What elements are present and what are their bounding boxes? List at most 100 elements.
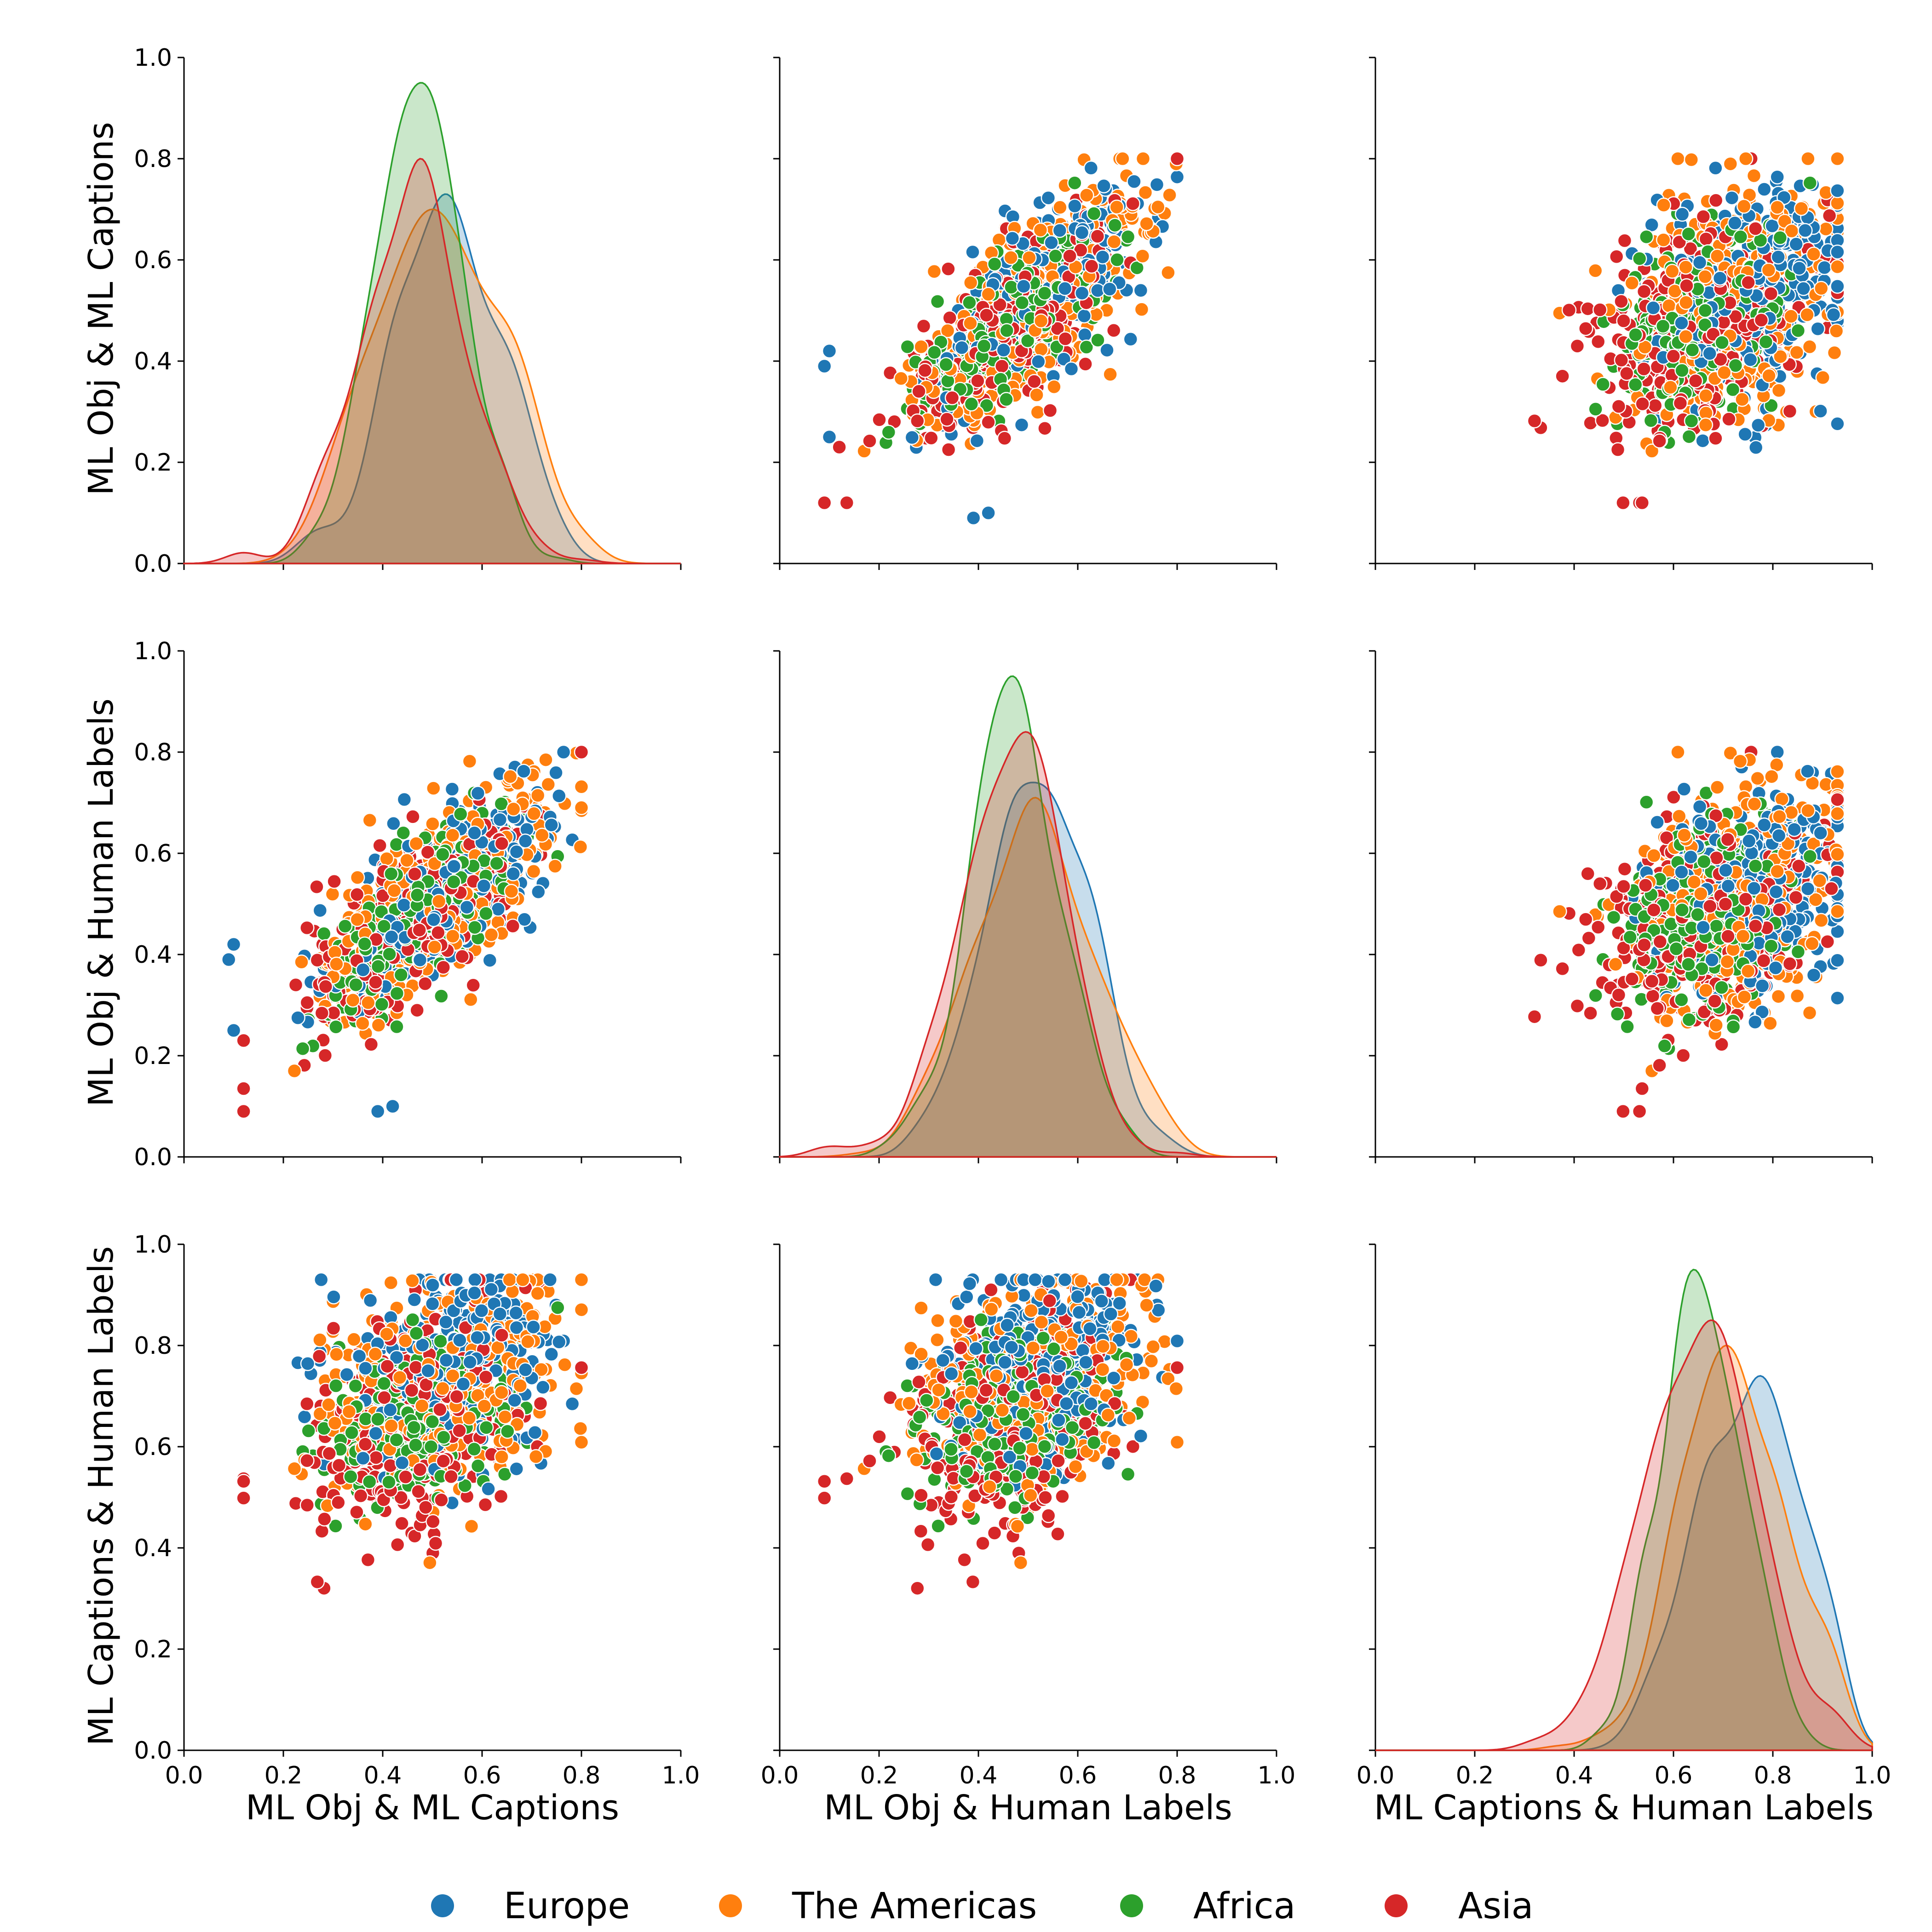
scatter-point-the-americas [1771, 383, 1787, 398]
scatter-point-the-americas [1587, 263, 1603, 278]
scatter-point-europe [1083, 161, 1099, 176]
scatter-point-africa [1685, 342, 1700, 357]
scatter-point-the-americas [399, 853, 414, 868]
scatter-point-asia [1782, 403, 1798, 419]
scatter-point-asia [917, 363, 933, 378]
scatter-point-europe [1074, 285, 1090, 301]
scatter-point-africa [927, 345, 942, 360]
scatter-point-europe [290, 1010, 305, 1025]
scatter-point-africa [1595, 377, 1610, 392]
scatter-point-the-americas [1161, 265, 1176, 280]
scatter-point-africa [1681, 429, 1697, 444]
scatter-point-asia [1614, 293, 1629, 309]
scatter-point-the-americas [1672, 809, 1687, 824]
scatter-point-asia [981, 414, 996, 430]
scatter-point-asia [1611, 987, 1627, 1003]
scatter-point-africa [1725, 1019, 1741, 1035]
scatter-point-the-americas [1135, 151, 1151, 167]
scatter-point-europe [516, 764, 531, 779]
scatter-point-the-americas [1033, 313, 1049, 328]
scatter-point-europe [1765, 218, 1780, 234]
scatter-point-europe [396, 897, 412, 913]
scatter-point-africa [1790, 323, 1806, 338]
scatter-point-africa [900, 339, 915, 355]
scatter-point-europe [1830, 279, 1845, 294]
scatter-point-africa [930, 294, 945, 309]
scatter-point-the-americas [1738, 151, 1754, 167]
y-tick-label: 0.8 [134, 739, 172, 766]
scatter-point-europe [1810, 321, 1825, 337]
scatter-point-africa [453, 806, 468, 822]
scatter-point-asia [454, 949, 470, 964]
scatter-point-the-americas [1109, 199, 1124, 215]
scatter-point-europe [965, 244, 980, 260]
scatter-point-asia [1698, 231, 1714, 247]
scatter-point-the-americas [963, 316, 978, 331]
scatter-point-europe [1792, 260, 1807, 276]
y-tick-label: 0.4 [134, 348, 172, 375]
scatter-point-asia [944, 390, 960, 406]
scatter-point-asia [1636, 284, 1652, 299]
scatter-point-the-americas [1003, 250, 1018, 265]
scatter-point-asia [941, 442, 956, 457]
scatter-point-asia [1062, 248, 1077, 264]
scatter-point-europe [482, 953, 498, 968]
scatter-point-africa [409, 887, 425, 903]
scatter-point-africa [1048, 248, 1063, 264]
scatter-point-asia [372, 838, 387, 853]
scatter-point-europe [1757, 182, 1772, 197]
scatter-point-europe [1099, 342, 1115, 358]
scatter-point-europe [1095, 249, 1110, 264]
scatter-point-europe [904, 430, 920, 445]
scatter-point-asia [236, 1033, 251, 1048]
scatter-point-asia [1652, 433, 1667, 448]
scatter-point-the-americas [463, 992, 478, 1007]
scatter-point-asia [1527, 1009, 1542, 1024]
scatter-point-the-americas [1079, 188, 1094, 203]
scatter-point-asia [317, 1048, 333, 1063]
scatter-point-the-americas [573, 839, 588, 855]
scatter-point-the-americas [1732, 753, 1748, 769]
scatter-point-the-americas [350, 870, 365, 885]
scatter-point-the-americas [361, 995, 376, 1011]
scatter-point-asia [236, 1104, 251, 1119]
scatter-point-europe [226, 937, 242, 952]
scatter-point-europe [1169, 169, 1185, 184]
scatter-point-africa [348, 977, 363, 993]
scatter-point-africa [1086, 206, 1102, 221]
scatter-point-asia [1590, 920, 1606, 935]
scatter-point-the-americas [1661, 298, 1677, 314]
scatter-point-africa [1802, 175, 1818, 190]
scatter-point-europe [470, 786, 486, 801]
scatter-point-the-americas [1052, 200, 1068, 215]
scatter-point-europe [1133, 283, 1149, 298]
scatter-point-the-americas [1770, 200, 1785, 215]
scatter-point-the-americas [294, 954, 309, 970]
scatter-point-africa [374, 997, 390, 1012]
scatter-point-the-americas [287, 1063, 302, 1079]
scatter-point-the-americas [445, 929, 460, 944]
scatter-point-asia [1578, 912, 1593, 927]
scatter-point-asia [1590, 334, 1606, 349]
scatter-point-asia [979, 307, 994, 323]
pairplot-panels: 0.00.20.40.60.81.00.00.20.40.60.81.00.00… [134, 44, 1891, 1789]
scatter-point-the-americas [530, 788, 546, 803]
scatter-point-the-americas [1034, 342, 1049, 357]
scatter-point-europe [1737, 426, 1753, 442]
scatter-point-the-americas [1827, 345, 1842, 361]
scatter-point-europe [531, 884, 546, 900]
scatter-point-asia [1592, 876, 1608, 891]
scatter-point-europe [1102, 282, 1117, 297]
scatter-point-europe [312, 903, 328, 918]
y-tick-label: 0.6 [134, 840, 172, 868]
scatter-point-africa [1733, 229, 1748, 245]
scatter-point-asia [862, 433, 877, 448]
scatter-point-europe [1127, 174, 1142, 189]
scatter-point-the-americas [1813, 281, 1829, 296]
scatter-point-the-americas [329, 956, 344, 972]
scatter-point-europe [1750, 418, 1766, 433]
scatter-point-asia [405, 809, 420, 824]
scatter-point-the-americas [1802, 339, 1817, 355]
scatter-point-the-americas [1624, 276, 1639, 291]
